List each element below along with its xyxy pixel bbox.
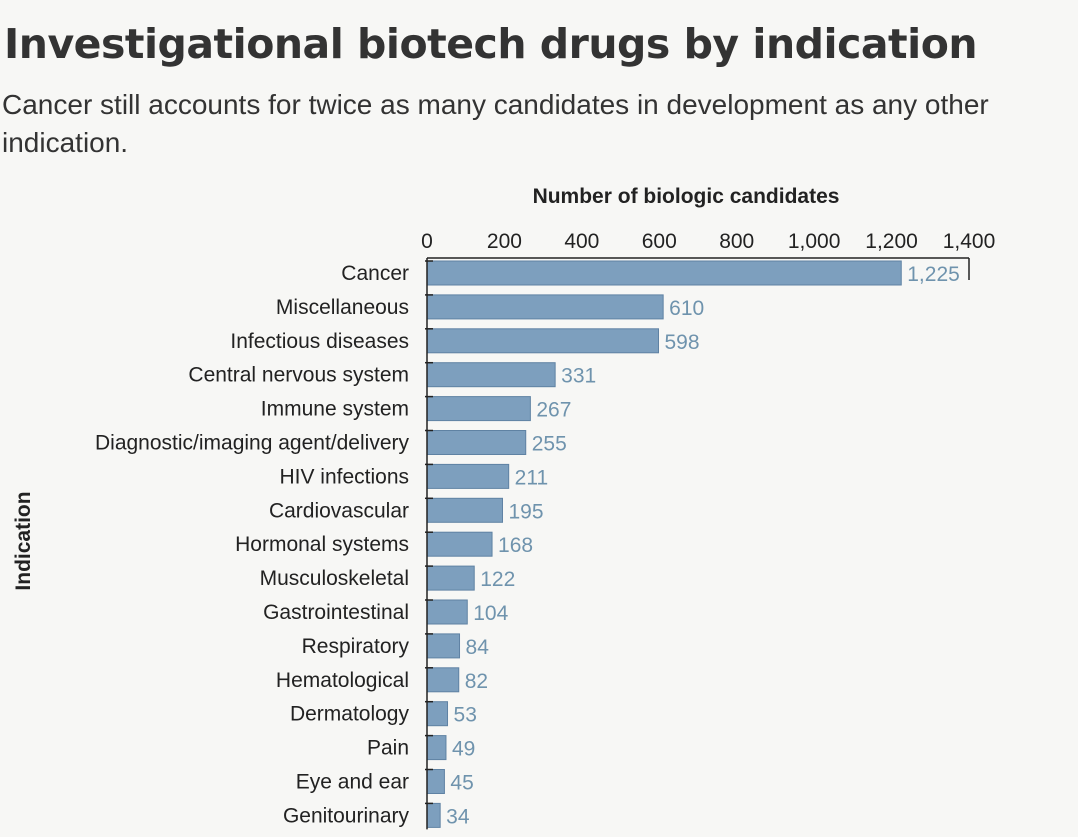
category-label: Infectious diseases <box>230 330 409 353</box>
bar <box>426 430 527 455</box>
bars <box>426 260 902 828</box>
value-label: 267 <box>536 399 571 422</box>
bar <box>426 497 503 523</box>
value-label: 331 <box>561 365 596 388</box>
x-tick-label: 1,400 <box>943 230 996 253</box>
x-tick-label: 0 <box>421 230 433 253</box>
category-label: Central nervous system <box>188 364 409 387</box>
value-label: 122 <box>480 568 515 591</box>
bar <box>426 769 445 794</box>
value-label: 1,225 <box>907 263 960 286</box>
value-label: 49 <box>452 738 475 761</box>
bar <box>426 260 902 286</box>
value-label: 168 <box>498 534 533 557</box>
category-label: Cancer <box>341 262 409 285</box>
value-label: 82 <box>465 670 488 693</box>
category-label: Hormonal systems <box>235 533 409 556</box>
bar <box>426 802 441 828</box>
x-tick-label: 1,200 <box>865 230 918 253</box>
x-tick-label: 200 <box>487 230 522 253</box>
value-label: 211 <box>515 466 548 489</box>
x-tick-label: 600 <box>642 230 677 253</box>
value-labels: 1,225 610 598 331 267 255 211 195 168 122 104 84 82 5… <box>446 263 960 828</box>
category-labels: Cancer Miscellaneous Infectious diseases Ce… <box>95 262 410 827</box>
bar <box>426 701 449 727</box>
category-label: Eye and ear <box>296 771 409 794</box>
category-label: Gastrointestinal <box>263 601 409 624</box>
bar <box>426 735 447 761</box>
value-label: 53 <box>454 704 477 727</box>
chart-title: Investigational biotech drugs by indicat… <box>4 20 978 68</box>
x-axis-title: Number of biologic candidates <box>533 185 840 208</box>
category-label: Immune system <box>261 398 409 421</box>
value-label: 84 <box>466 636 490 659</box>
bar <box>426 599 468 625</box>
bar <box>426 328 660 354</box>
bar <box>426 531 493 557</box>
x-tick-label: 1,000 <box>788 230 841 253</box>
value-label: 195 <box>508 500 543 523</box>
x-axis-ticks: 0 200 400 600 800 1,000 1,200 1,400 <box>421 230 995 253</box>
category-label: Diagnostic/imaging agent/delivery <box>95 432 410 455</box>
value-label: 104 <box>473 602 508 625</box>
category-label: Dermatology <box>290 703 410 726</box>
value-label: 255 <box>532 433 567 456</box>
category-label: Respiratory <box>302 635 410 658</box>
bar <box>426 396 531 422</box>
bar <box>426 667 460 693</box>
x-tick-label: 800 <box>719 230 754 253</box>
category-label: Musculoskeletal <box>260 567 409 590</box>
bar <box>426 565 475 591</box>
value-label: 45 <box>450 772 473 795</box>
category-label: HIV infections <box>279 465 409 488</box>
axis-lines <box>425 257 970 830</box>
bar <box>426 633 461 659</box>
chart-subtitle: Cancer still accounts for twice as many … <box>2 89 989 158</box>
category-label: Cardiovascular <box>269 499 409 522</box>
category-label: Pain <box>367 737 409 760</box>
bar <box>426 463 510 489</box>
category-label: Hematological <box>276 669 409 692</box>
value-label: 598 <box>665 331 700 354</box>
y-axis-title: Indication <box>12 491 35 590</box>
category-label: Miscellaneous <box>276 296 409 319</box>
value-label: 34 <box>446 805 470 828</box>
value-label: 610 <box>669 297 704 320</box>
category-label: Genitourinary <box>283 804 410 827</box>
bar <box>426 294 664 320</box>
bar <box>426 362 556 388</box>
x-tick-label: 400 <box>564 230 599 253</box>
